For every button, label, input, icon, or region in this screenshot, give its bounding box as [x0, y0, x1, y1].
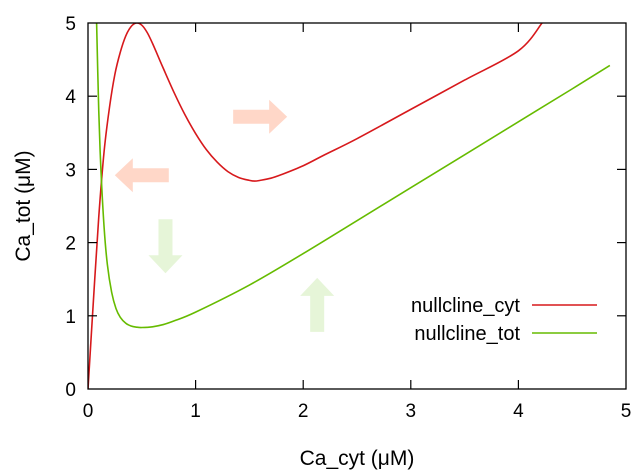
legend-label: nullcline_tot	[414, 323, 520, 345]
axis-ticks: 0 1 2 3 4 5 0 1 2 3 4 5	[65, 14, 631, 422]
x-tick-label: 4	[513, 401, 524, 422]
arrow-down-icon	[148, 219, 183, 274]
arrow-right-icon	[233, 99, 288, 134]
arrow-up-icon	[300, 277, 335, 332]
x-tick-label: 1	[190, 401, 201, 422]
legend: nullcline_cyt nullcline_tot	[411, 295, 597, 345]
x-tick-label: 2	[298, 401, 309, 422]
flow-arrows	[114, 99, 335, 332]
legend-label: nullcline_cyt	[411, 295, 520, 317]
y-tick-label: 2	[65, 234, 76, 255]
y-tick-label: 3	[65, 160, 76, 181]
x-axis-label: Ca_cyt (μM)	[300, 447, 415, 470]
x-tick-label: 3	[406, 401, 417, 422]
y-tick-label: 1	[65, 307, 76, 328]
x-tick-label: 5	[621, 401, 632, 422]
series-line-nullcline_cyt	[88, 23, 543, 389]
x-tick-label: 0	[83, 401, 94, 422]
series-line-nullcline_tot	[95, 23, 611, 329]
y-tick-label: 5	[65, 14, 76, 35]
y-tick-label: 4	[65, 87, 76, 108]
y-tick-label: 0	[65, 380, 76, 401]
arrow-left-icon	[114, 158, 169, 193]
y-axis-label: Ca_tot (μM)	[12, 150, 35, 261]
plot-frame	[87, 22, 627, 390]
series-group	[88, 23, 611, 389]
